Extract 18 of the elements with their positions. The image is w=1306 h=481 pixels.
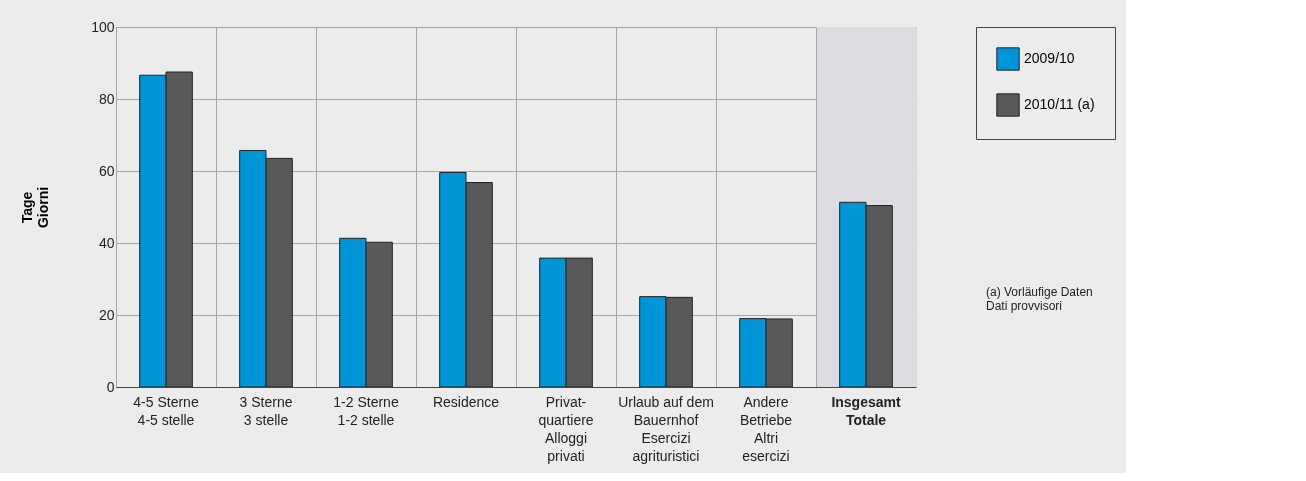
- y-tick-label: 40: [98, 234, 115, 251]
- x-tick-label: Privat- quartiere Alloggi privati: [538, 393, 594, 464]
- x-tick-label: 4-5 Sterne 4-5 stelle: [133, 393, 199, 428]
- x-tick-label: Andere Betriebe Altri esercizi: [739, 393, 793, 464]
- legend-label: 2009/10: [1024, 50, 1075, 66]
- x-tick-label: 3 Sterne 3 stelle: [239, 393, 293, 428]
- y-tick-label: 20: [98, 306, 115, 323]
- y-tick-label: 100: [91, 18, 115, 35]
- text: (a) Vorläufige Daten Dati provvisori: [986, 285, 1093, 313]
- y-tick-label: 0: [106, 378, 115, 395]
- x-tick-label: 1-2 Sterne 1-2 stelle: [333, 393, 399, 428]
- y-axis-title: Tage Giorni: [19, 186, 52, 229]
- x-tick-label: Residence: [432, 393, 500, 410]
- y-tick-label: 60: [98, 162, 115, 179]
- x-tick-label: Urlaub auf dem Bauernhof Esercizi agrituristici: [618, 393, 714, 464]
- legend-label: 2010/11 (a): [1024, 96, 1095, 112]
- x-tick-label: Insgesamt Totale: [831, 393, 901, 428]
- y-tick-label: 80: [98, 90, 115, 107]
